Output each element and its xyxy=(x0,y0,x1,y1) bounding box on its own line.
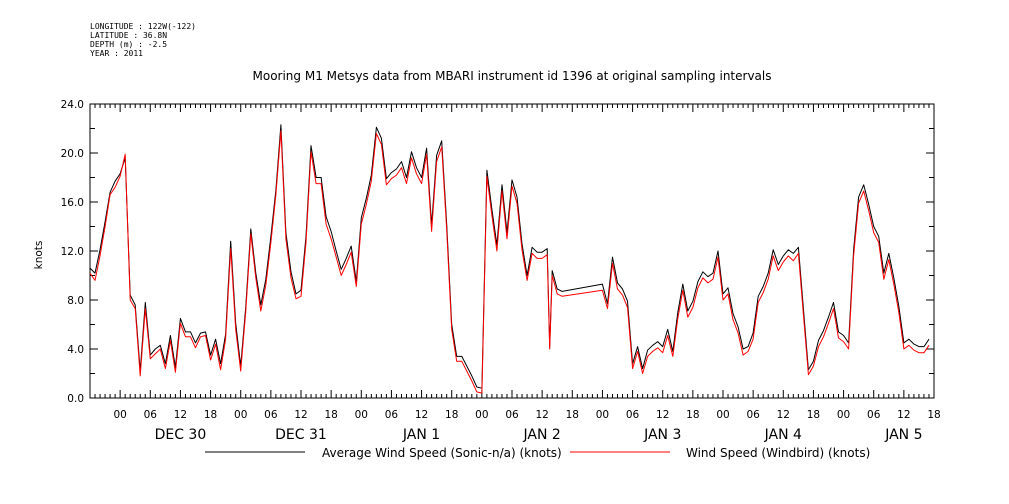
x-tick-label: 06 xyxy=(746,409,760,421)
mooring-metadata: LONGITUDE : 122W(-122) LATITUDE : 36.8N … xyxy=(90,22,196,58)
x-tick-label: 18 xyxy=(927,409,940,421)
y-axis-label: knots xyxy=(33,241,45,270)
day-label: DEC 30 xyxy=(155,427,207,443)
x-tick-label: 00 xyxy=(355,409,368,421)
series-line-sonic xyxy=(89,124,930,389)
x-tick-label: 00 xyxy=(596,409,609,421)
x-tick-label: 00 xyxy=(113,409,126,421)
x-axis: 00 06 12 18 00 06 12 18 00 06 12 18 00 06 12 18 00 06 12 18… xyxy=(89,104,941,443)
latitude-text: LATITUDE : 36.8N xyxy=(90,31,168,40)
y-axis: 0.0 4.0 8.0 12.0 16.0 20.0 24.0 xyxy=(61,99,934,405)
x-tick-label: 12 xyxy=(294,409,307,421)
y-tick-label: 24.0 xyxy=(61,99,84,111)
y-tick-label: 4.0 xyxy=(67,344,84,356)
x-tick-label: 12 xyxy=(174,409,187,421)
x-tick-label: 06 xyxy=(144,409,158,421)
legend-label-sonic: Average Wind Speed (Sonic-n/a) (knots) xyxy=(322,446,562,460)
y-tick-label: 20.0 xyxy=(61,148,84,160)
x-tick-label: 06 xyxy=(626,409,640,421)
x-tick-label: 12 xyxy=(535,409,548,421)
y-tick-label: 0.0 xyxy=(67,393,84,405)
legend-label-windbird: Wind Speed (Windbird) (knots) xyxy=(686,446,870,460)
x-tick-label: 18 xyxy=(686,409,699,421)
x-tick-label: 06 xyxy=(264,409,278,421)
x-tick-label: 18 xyxy=(566,409,579,421)
day-label: JAN 1 xyxy=(402,427,440,443)
year-text: YEAR : 2011 xyxy=(90,49,143,58)
longitude-text: LONGITUDE : 122W(-122) xyxy=(90,22,196,31)
day-label: DEC 31 xyxy=(275,427,327,443)
series-layer xyxy=(89,124,930,394)
x-tick-label: 18 xyxy=(445,409,458,421)
x-tick-label: 06 xyxy=(385,409,399,421)
x-tick-label: 12 xyxy=(777,409,790,421)
x-tick-label: 06 xyxy=(867,409,881,421)
x-tick-label: 00 xyxy=(837,409,850,421)
day-label: JAN 2 xyxy=(522,427,560,443)
x-tick-label: 12 xyxy=(656,409,669,421)
x-tick-label: 00 xyxy=(716,409,729,421)
y-tick-label: 8.0 xyxy=(67,295,84,307)
y-tick-label: 12.0 xyxy=(61,246,84,258)
day-label: JAN 4 xyxy=(764,427,802,443)
chart-title: Mooring M1 Metsys data from MBARI instru… xyxy=(253,69,772,83)
x-tick-label: 00 xyxy=(475,409,488,421)
y-tick-label: 16.0 xyxy=(61,197,84,209)
legend: Average Wind Speed (Sonic-n/a) (knots) W… xyxy=(205,446,870,460)
depth-text: DEPTH (m) : -2.5 xyxy=(90,40,168,49)
day-label: JAN 5 xyxy=(884,427,922,443)
x-tick-label: 18 xyxy=(807,409,820,421)
day-label: JAN 3 xyxy=(643,427,681,443)
x-tick-label: 00 xyxy=(234,409,247,421)
x-tick-label: 12 xyxy=(897,409,910,421)
x-tick-label: 06 xyxy=(505,409,519,421)
x-tick-label: 12 xyxy=(415,409,428,421)
x-tick-label: 18 xyxy=(324,409,337,421)
x-tick-label: 18 xyxy=(204,409,217,421)
series-line-windbird xyxy=(89,130,930,394)
